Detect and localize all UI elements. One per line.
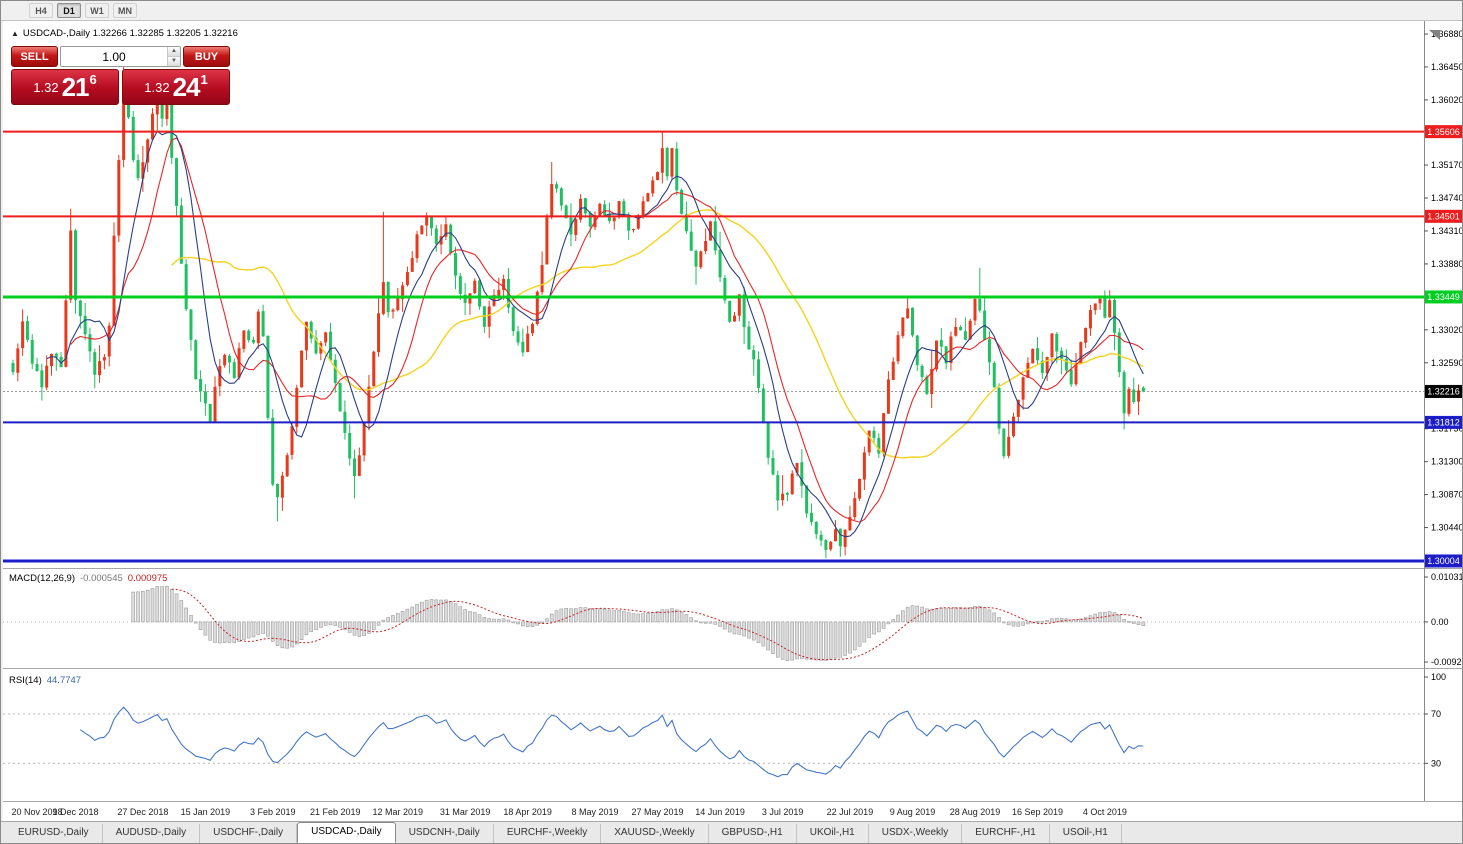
tab-eurchf-h1[interactable]: EURCHF-,H1 (962, 824, 1050, 843)
tab-usdchf-daily[interactable]: USDCHF-,Daily (200, 824, 298, 843)
svg-text:1.32216: 1.32216 (1427, 387, 1460, 397)
date-label: 3 Feb 2019 (250, 807, 296, 817)
rsi-indicator-label: RSI(14) 44.7747 (9, 675, 82, 686)
timeframe-mn[interactable]: MN (113, 3, 137, 18)
svg-text:1.36880: 1.36880 (1431, 29, 1462, 39)
sell-price-digits: 21 (61, 72, 90, 102)
buy-button[interactable]: BUY (183, 46, 230, 67)
svg-text:1.33880: 1.33880 (1431, 259, 1462, 269)
tab-eurusd-daily[interactable]: EURUSD-,Daily (5, 824, 103, 843)
one-click-trading-panel: SELL ▲ ▼ BUY 1.32 21 6 1.32 (11, 46, 230, 105)
timeframe-h4[interactable]: H4 (29, 3, 53, 18)
price-badge-1.35606: 1.35606 (1425, 125, 1462, 139)
price-axis: 1.36880 1.36450 1.36020 1.35170 1.34740 1.343… (1424, 29, 1462, 768)
svg-text:100: 100 (1431, 672, 1446, 682)
date-label: 31 Mar 2019 (440, 807, 491, 817)
timeframe-d1[interactable]: D1 (57, 3, 81, 18)
svg-text:30: 30 (1431, 758, 1441, 768)
date-label: 14 Jun 2019 (695, 807, 745, 817)
price-badge-1.30004: 1.30004 (1425, 554, 1462, 568)
tab-xauusd-weekly[interactable]: XAUUSD-,Weekly (601, 824, 709, 843)
symbol-ohlc-text: USDCAD-,Daily 1.32266 1.32285 1.32205 1.… (22, 28, 238, 39)
tab-ukoil-h1[interactable]: UKOil-,H1 (797, 824, 869, 843)
svg-text:1.35170: 1.35170 (1431, 160, 1462, 170)
date-label: 15 Jan 2019 (181, 807, 231, 817)
svg-text:1.30440: 1.30440 (1431, 523, 1462, 533)
svg-text:1.30870: 1.30870 (1431, 490, 1462, 500)
svg-text:-0.009203: -0.009203 (1431, 657, 1462, 667)
chart-ohlc-label: ▲ USDCAD-,Daily 1.32266 1.32285 1.32205 … (11, 28, 238, 39)
date-label: 12 Mar 2019 (373, 807, 424, 817)
macd-histogram (131, 586, 1146, 661)
svg-text:1.34501: 1.34501 (1427, 212, 1460, 222)
svg-text:1.31812: 1.31812 (1427, 418, 1460, 428)
price-badge-1.31812: 1.31812 (1425, 415, 1462, 429)
svg-text:1.34740: 1.34740 (1431, 193, 1462, 203)
svg-text:0.00: 0.00 (1431, 617, 1449, 627)
svg-text:1.30004: 1.30004 (1427, 556, 1460, 566)
buy-price-prefix: 1.32 (144, 79, 170, 95)
date-label: 16 Sep 2019 (1012, 807, 1063, 817)
chart-area: 1.36880 1.36450 1.36020 1.35170 1.34740 1.343… (3, 21, 1462, 821)
chart-canvas[interactable]: 1.36880 1.36450 1.36020 1.35170 1.34740 1.343… (3, 21, 1462, 821)
date-label: 3 Jul 2019 (762, 807, 804, 817)
svg-text:1.32590: 1.32590 (1431, 358, 1462, 368)
timeframe-toolbar: H4 D1 W1 MN (1, 1, 1462, 21)
scroll-marker-icon[interactable] (1429, 30, 1440, 40)
date-label: 22 Jul 2019 (827, 807, 874, 817)
price-badge-1.32216: 1.32216 (1425, 384, 1462, 398)
buy-price-panel[interactable]: 1.32 24 1 (122, 69, 230, 105)
ma-slow-line (171, 209, 1144, 459)
tab-audusd-daily[interactable]: AUDUSD-,Daily (103, 824, 201, 843)
svg-text:1.33020: 1.33020 (1431, 325, 1462, 335)
svg-text:70: 70 (1431, 709, 1441, 719)
svg-text:1.35606: 1.35606 (1427, 127, 1460, 137)
sell-button[interactable]: SELL (11, 46, 58, 67)
date-label: 27 Dec 2018 (117, 807, 168, 817)
svg-text:1.33449: 1.33449 (1427, 292, 1460, 302)
tab-usoil-h1[interactable]: USOil-,H1 (1050, 824, 1122, 843)
svg-text:1.31300: 1.31300 (1431, 457, 1462, 467)
tab-eurchf-weekly[interactable]: EURCHF-,Weekly (494, 824, 602, 843)
rsi-line (79, 706, 1144, 778)
sell-price-panel[interactable]: 1.32 21 6 (11, 69, 119, 105)
volume-down-icon[interactable]: ▼ (168, 56, 180, 66)
price-badge-1.33449: 1.33449 (1425, 290, 1462, 304)
date-label: 27 May 2019 (632, 807, 684, 817)
chart-tabs-bar: EURUSD-,Daily AUDUSD-,Daily USDCHF-,Daily U… (1, 821, 1462, 843)
date-label: 9 Dec 2018 (53, 807, 99, 817)
timeframe-w1[interactable]: W1 (85, 3, 109, 18)
date-label: 18 Apr 2019 (503, 807, 552, 817)
chart-background (3, 21, 1462, 821)
tab-usdcnh-daily[interactable]: USDCNH-,Daily (396, 824, 494, 843)
svg-text:1.36450: 1.36450 (1431, 62, 1462, 72)
date-label: 9 Aug 2019 (890, 807, 936, 817)
buy-price-digits: 24 (172, 72, 201, 102)
buy-price-pipette: 1 (200, 71, 208, 87)
ma-mid-line (70, 137, 1144, 523)
svg-text:0.010311: 0.010311 (1431, 572, 1462, 582)
macd-indicator-label: MACD(12,26,9) -0.000545 0.000975 (9, 573, 168, 584)
one-click-toggle-icon[interactable]: ▲ (11, 29, 19, 38)
sell-price-pipette: 6 (89, 71, 97, 87)
date-label: 21 Feb 2019 (310, 807, 361, 817)
date-label: 20 Nov 2018 (11, 807, 62, 817)
tab-usdcad-daily[interactable]: USDCAD-,Daily (297, 822, 396, 843)
volume-input[interactable] (61, 47, 167, 66)
tab-gbpusd-h1[interactable]: GBPUSD-,H1 (709, 824, 797, 843)
tab-usdx-weekly[interactable]: USDX-,Weekly (869, 824, 963, 843)
date-label: 4 Oct 2019 (1083, 807, 1127, 817)
volume-up-icon[interactable]: ▲ (168, 47, 180, 56)
volume-field: ▲ ▼ (60, 46, 181, 67)
sell-price-prefix: 1.32 (33, 79, 59, 95)
svg-text:1.34310: 1.34310 (1431, 226, 1462, 236)
date-label: 8 May 2019 (571, 807, 618, 817)
price-badge-1.34501: 1.34501 (1425, 209, 1462, 223)
candles-layer (11, 66, 1145, 559)
macd-signal-line (171, 588, 1144, 661)
svg-text:1.36020: 1.36020 (1431, 95, 1462, 105)
date-label: 28 Aug 2019 (950, 807, 1001, 817)
